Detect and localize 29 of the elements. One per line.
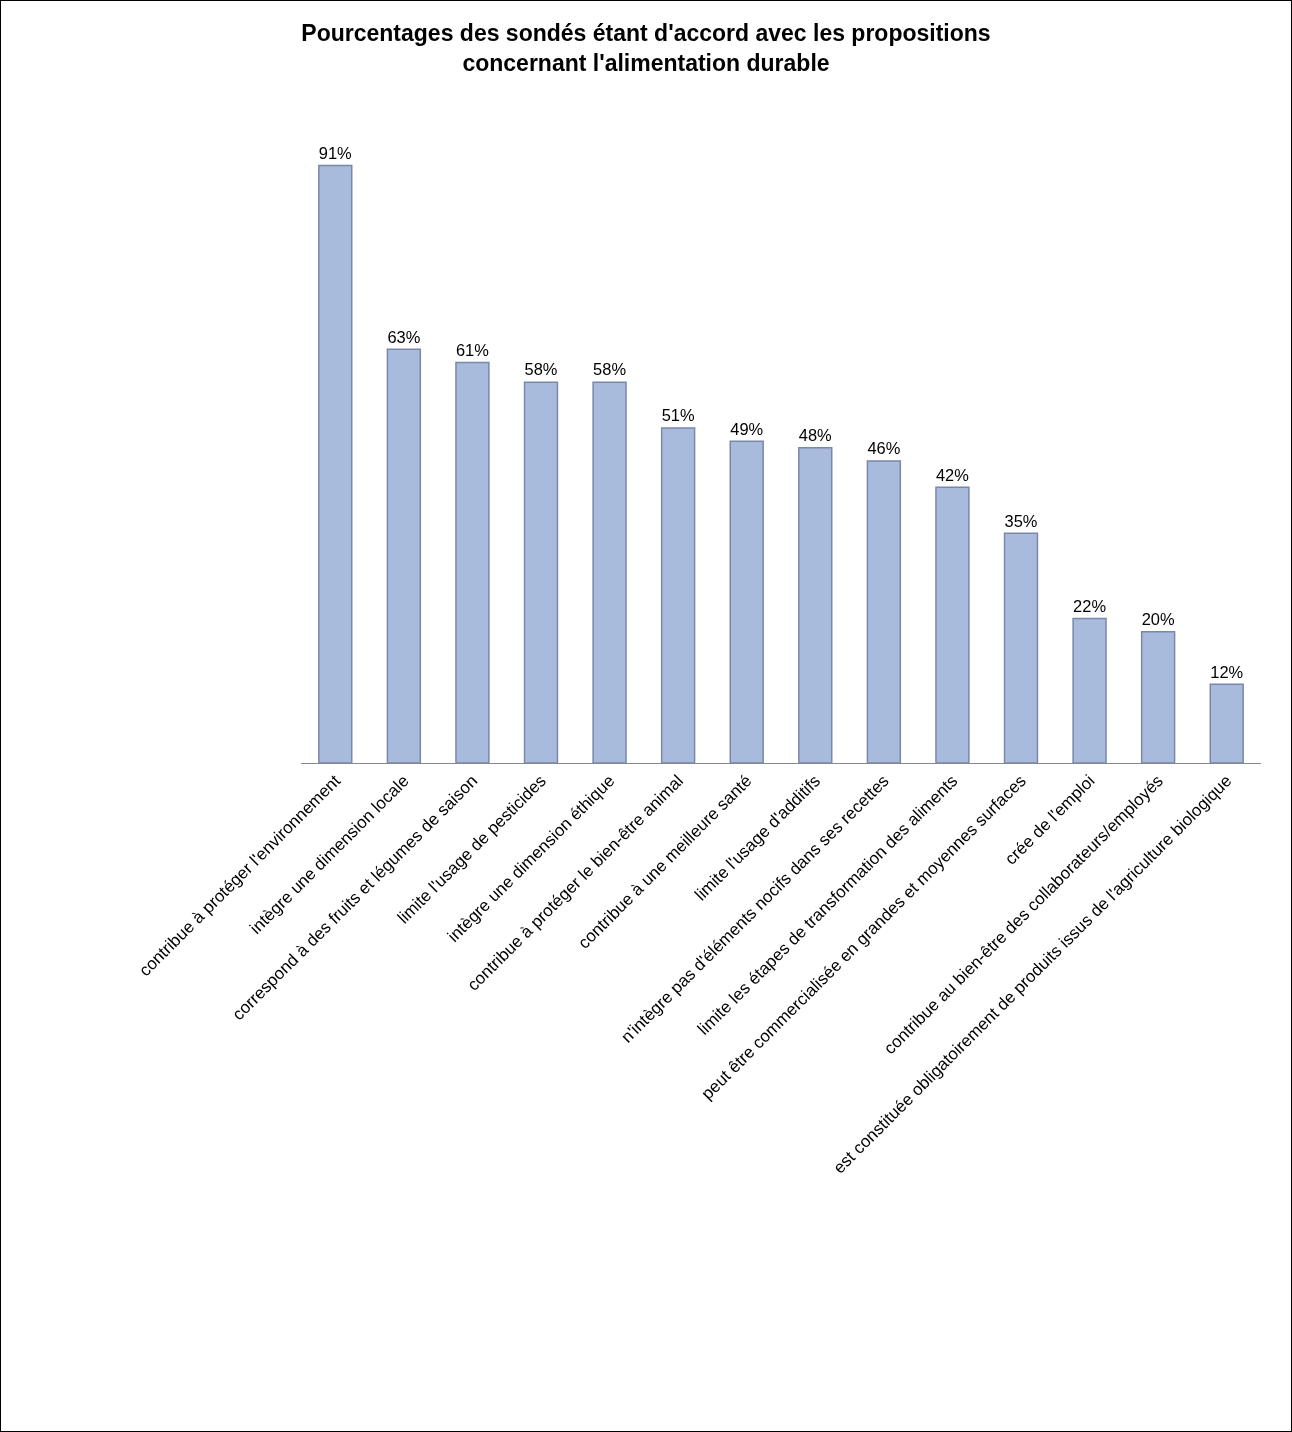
bar: [386, 348, 422, 763]
bar: [318, 164, 353, 763]
data-label: 35%: [1004, 511, 1038, 530]
chart-title: Pourcentages des sondés étant d'accord avec les propositions concernant l'alimentation durable: [301, 20, 991, 76]
data-label: 49%: [730, 419, 764, 438]
data-label: 51%: [661, 406, 695, 425]
data-label: 42%: [935, 465, 970, 484]
bar: [729, 440, 764, 763]
data-label: 61%: [455, 340, 490, 359]
data-label: 20%: [1141, 610, 1175, 629]
bar: [1140, 630, 1176, 763]
bar: [455, 361, 490, 763]
data-label: 12%: [1210, 662, 1244, 681]
bar: [1003, 532, 1039, 763]
data-label: 58%: [524, 360, 558, 379]
data-label: 63%: [387, 327, 421, 346]
data-label: 48%: [798, 426, 833, 445]
data-label: 22%: [1073, 596, 1107, 615]
bar: [1072, 617, 1107, 763]
data-label: 58%: [593, 360, 627, 379]
bar: [660, 427, 696, 763]
data-label: 46%: [867, 439, 901, 458]
bar: [866, 460, 902, 763]
bar: [523, 381, 559, 763]
bar: [592, 381, 627, 763]
bar: [1209, 683, 1244, 763]
bar: [935, 486, 970, 763]
data-label: 91%: [318, 143, 353, 162]
bar: [798, 447, 833, 763]
